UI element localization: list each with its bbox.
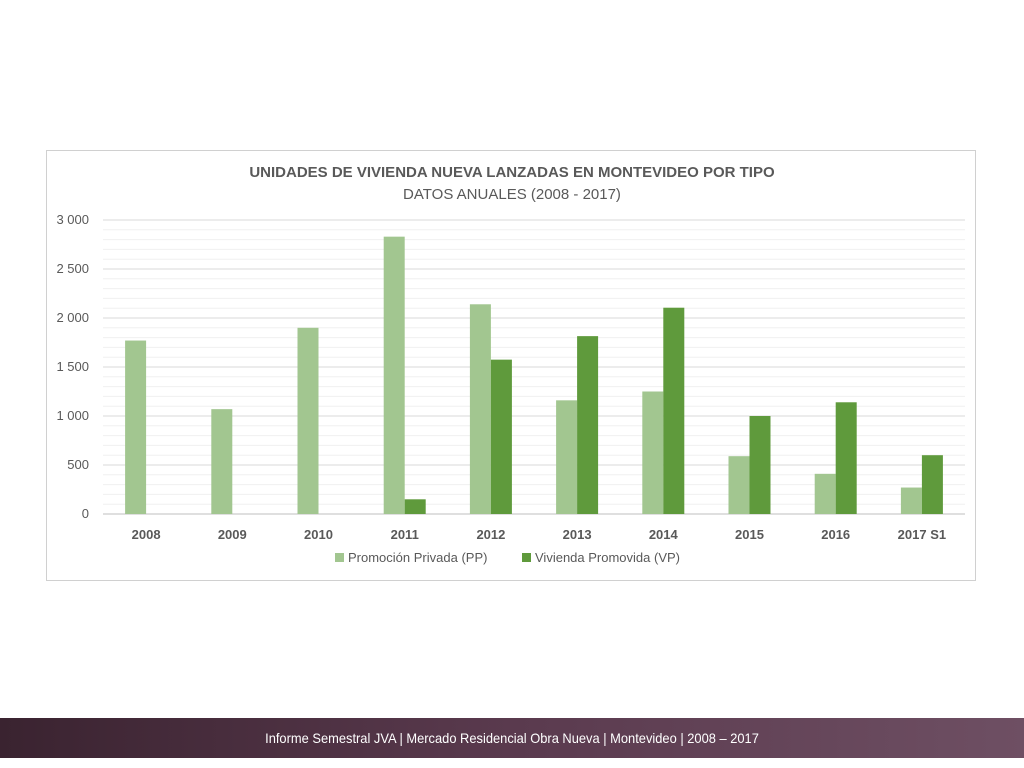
x-tick-label: 2014 (649, 527, 679, 542)
x-tick-label: 2010 (304, 527, 333, 542)
y-tick-label: 2 500 (56, 261, 89, 276)
x-tick-label: 2012 (476, 527, 505, 542)
x-tick-label: 2009 (218, 527, 247, 542)
bar-vp (490, 359, 512, 514)
x-tick-label: 2008 (132, 527, 161, 542)
chart-container: UNIDADES DE VIVIENDA NUEVA LANZADAS EN M… (46, 150, 976, 581)
bar-pp (642, 391, 664, 514)
grid (103, 219, 965, 515)
x-tick-label: 2017 S1 (898, 527, 946, 542)
x-tick-label: 2016 (821, 527, 850, 542)
axes: 0 500 1 000 1 500 2 000 2 500 3 000 2008 2009 201… (56, 212, 946, 542)
bar-vp (921, 455, 943, 514)
y-tick-label: 3 000 (56, 212, 89, 227)
legend-label: Promoción Privada (PP) (348, 550, 487, 565)
bar-pp (469, 304, 491, 514)
y-tick-label: 2 000 (56, 310, 89, 325)
bar-pp (728, 456, 750, 514)
bar-pp (211, 409, 233, 514)
x-tick-label: 2015 (735, 527, 764, 542)
bar-pp (297, 327, 319, 514)
bar-vp (663, 307, 685, 514)
y-tick-label: 0 (82, 506, 89, 521)
y-tick-label: 1 500 (56, 359, 89, 374)
bar-vp (835, 402, 857, 514)
bar-pp (125, 340, 147, 514)
x-tick-label: 2011 (391, 527, 419, 542)
x-tick-label: 2013 (563, 527, 592, 542)
bar-vp (749, 416, 771, 514)
bar-vp (577, 336, 599, 514)
bar-vp (404, 499, 426, 514)
chart-title: UNIDADES DE VIVIENDA NUEVA LANZADAS EN M… (249, 164, 775, 181)
chart-subtitle: DATOS ANUALES (2008 - 2017) (403, 186, 621, 203)
bars (125, 236, 943, 514)
bar-chart: UNIDADES DE VIVIENDA NUEVA LANZADAS EN M… (56, 164, 965, 565)
footer-band: Informe Semestral JVA | Mercado Residenc… (0, 718, 1024, 758)
legend-label: Vivienda Promovida (VP) (535, 550, 680, 565)
y-tick-label: 500 (67, 457, 89, 472)
footer-text: Informe Semestral JVA | Mercado Residenc… (265, 730, 759, 746)
legend: Promoción Privada (PP) Vivienda Promovida… (335, 550, 680, 565)
bar-pp (556, 400, 578, 514)
legend-swatch (335, 553, 344, 562)
legend-swatch (522, 553, 531, 562)
bar-pp (383, 236, 405, 514)
y-tick-label: 1 000 (56, 408, 89, 423)
bar-pp (900, 487, 922, 514)
bar-pp (814, 473, 836, 514)
